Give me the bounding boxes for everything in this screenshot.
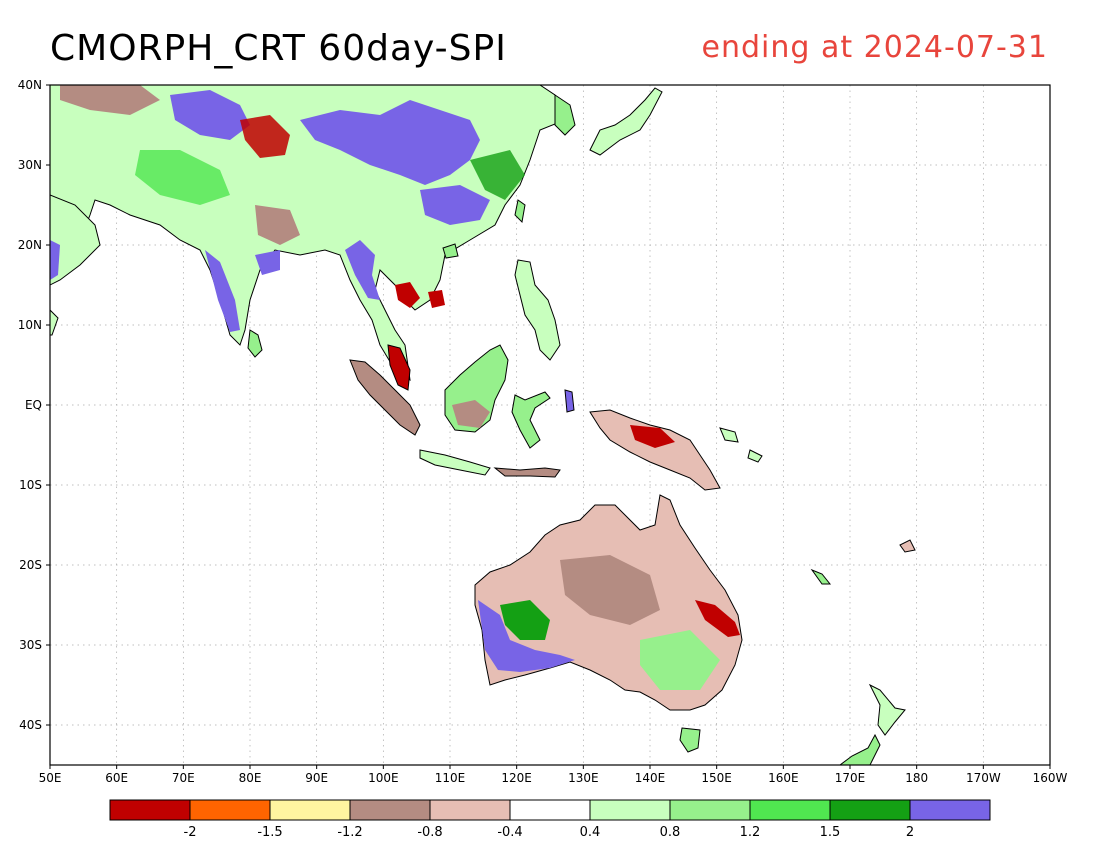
land-moluccas <box>564 389 575 413</box>
patch-dry-vietnam <box>428 290 445 308</box>
lat-label: 40N <box>18 78 42 92</box>
lon-label: 60E <box>105 771 128 785</box>
land-tasmania <box>679 727 701 753</box>
lat-label: 40S <box>19 718 42 732</box>
land-taiwan <box>514 199 526 224</box>
land-nz-north <box>868 683 906 736</box>
lon-label: 160E <box>768 771 799 785</box>
patch-wet-india-west <box>205 250 240 332</box>
colorbar-label: -0.8 <box>417 825 442 840</box>
land-arabia <box>50 194 101 286</box>
lat-label: 10N <box>18 318 42 332</box>
patch-wet-china <box>300 100 480 185</box>
colorbar-swatch <box>509 799 591 821</box>
colorbar-swatch <box>429 799 511 821</box>
land-malaya <box>387 344 411 391</box>
patch-green-china <box>470 150 525 200</box>
land-solomons-2 <box>747 449 763 463</box>
lon-label: 180 <box>905 771 928 785</box>
lon-label: 80E <box>239 771 262 785</box>
land-solomons <box>719 427 739 443</box>
colorbar-label: 0.4 <box>580 825 601 840</box>
colorbar-swatch <box>109 799 191 821</box>
lon-label: 170E <box>835 771 866 785</box>
lon-label: 50E <box>39 771 62 785</box>
land-hainan <box>442 243 459 259</box>
lon-label: 70E <box>172 771 195 785</box>
colorbar-swatch <box>349 799 431 821</box>
lat-label: 30S <box>19 638 42 652</box>
colorbar-label: -1.5 <box>257 825 282 840</box>
patch-wet-myanmar <box>345 240 380 300</box>
land-java <box>419 449 491 476</box>
land-sri-lanka <box>247 329 263 358</box>
patch-dry-australia-east <box>695 600 740 637</box>
colorbar-swatch <box>589 799 671 821</box>
patch-green-australia-east <box>640 630 720 690</box>
colorbar-label: -1.2 <box>337 825 362 840</box>
land-new-guinea <box>589 409 721 491</box>
lon-label: 90E <box>305 771 328 785</box>
patch-dry-borneo <box>452 400 490 428</box>
patch-dry-china-ne <box>60 85 160 115</box>
lon-label: 120E <box>501 771 532 785</box>
patch-wet-india-east <box>255 250 280 275</box>
colorbar-label: -2 <box>184 825 197 840</box>
land-korea <box>554 94 576 136</box>
lon-label: 170W <box>966 771 1001 785</box>
latitude-labels: 40N 30N 20N 10N EQ 10S 20S 30S 40S <box>18 78 50 732</box>
land-japan <box>589 87 663 156</box>
patch-dry-thailand <box>395 282 420 308</box>
spi-anomaly-patches <box>50 85 740 690</box>
lon-label: 160W <box>1033 771 1068 785</box>
patch-wet-china-west <box>50 240 60 280</box>
colorbar-swatch <box>669 799 751 821</box>
land-philippines <box>514 259 561 361</box>
colorbar-label: -0.4 <box>497 825 522 840</box>
land-nz-south <box>839 733 881 765</box>
lon-label: 150E <box>701 771 732 785</box>
lon-label: 130E <box>568 771 599 785</box>
lat-label: 20N <box>18 238 42 252</box>
colorbar-swatch <box>189 799 271 821</box>
land-sunda <box>493 467 561 478</box>
patch-green-australia-sw <box>500 600 550 640</box>
colorbar-label: 0.8 <box>660 825 681 840</box>
lon-label: 110E <box>435 771 466 785</box>
patch-green-india-north <box>135 150 230 205</box>
land-africa-horn <box>50 309 59 336</box>
patch-dry-india-central <box>255 205 300 245</box>
lat-label: 30N <box>18 158 42 172</box>
colorbar-swatch <box>749 799 831 821</box>
land-new-caledonia <box>810 568 832 585</box>
patch-wet-australia-sw <box>478 600 575 672</box>
map-title: CMORPH_CRT 60day-SPI <box>50 28 507 69</box>
lat-label: 20S <box>19 558 42 572</box>
lon-label: 100E <box>368 771 399 785</box>
longitude-labels: 50E 60E 70E 80E 90E 100E 110E 120E 130E 140E 150E 1… <box>39 765 1068 785</box>
land-sulawesi <box>511 391 551 449</box>
patch-dry-himalaya <box>240 115 290 158</box>
colorbar-label: 2 <box>906 825 914 840</box>
colorbar-label: 1.5 <box>820 825 841 840</box>
lat-label: 10S <box>19 478 42 492</box>
colorbar: -2 -1.5 -1.2 -0.8 -0.4 0.4 0.8 1.2 1.5 2 <box>109 799 991 840</box>
lat-label: EQ <box>25 398 42 412</box>
patch-wet-tibet <box>170 90 250 140</box>
land-sumatra <box>349 359 421 436</box>
colorbar-swatch <box>269 799 351 821</box>
patch-dry-new-guinea <box>630 425 675 448</box>
patch-wet-south-china <box>420 185 490 225</box>
map-frame <box>49 84 1051 766</box>
patch-dry-australia-central <box>560 555 660 625</box>
colorbar-label: 1.2 <box>740 825 761 840</box>
land-fiji <box>899 539 916 553</box>
lon-label: 140E <box>635 771 666 785</box>
map-subtitle-date: ending at 2024-07-31 <box>701 30 1048 65</box>
colorbar-swatch <box>829 799 911 821</box>
colorbar-swatch <box>909 799 991 821</box>
